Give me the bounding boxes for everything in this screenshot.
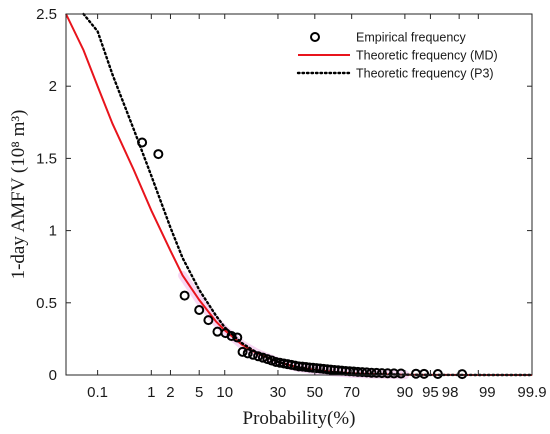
plot-area-frame — [65, 13, 533, 376]
y-tick-label: 1.5 — [36, 150, 57, 167]
y-tick-label: 2.5 — [36, 6, 57, 23]
x-axis-title: Probability(%) — [243, 408, 356, 429]
x-tick-label: 1 — [147, 384, 155, 401]
empirical-point — [253, 351, 264, 362]
empirical-point — [232, 332, 243, 343]
y-tick-label: 0 — [49, 367, 57, 384]
empirical-point — [203, 315, 214, 326]
empirical-point — [361, 367, 372, 378]
empirical-point — [257, 352, 268, 363]
empirical-point — [237, 346, 248, 357]
x-tick-label: 70 — [343, 384, 360, 401]
x-tick-label: 95 — [422, 384, 439, 401]
x-tick-label: 50 — [306, 384, 323, 401]
y-axis: 0 0.5 1 1.5 2 2.5 — [36, 6, 532, 384]
empirical-point — [432, 368, 443, 379]
legend-marker-empirical — [310, 32, 320, 42]
empirical-point — [248, 349, 259, 360]
empirical-point — [242, 348, 253, 359]
legend: Empirical frequency Theoretic frequency (… — [296, 31, 498, 81]
empirical-point — [457, 369, 468, 380]
series-layer — [65, 12, 534, 380]
empirical-point — [371, 367, 382, 378]
x-tick-label: 10 — [216, 384, 233, 401]
y-tick-label: 1 — [49, 223, 57, 240]
empirical-point — [357, 367, 368, 378]
empirical-point — [194, 305, 205, 316]
x-tick-label: 2 — [166, 384, 174, 401]
x-tick-label: 0.1 — [87, 384, 108, 401]
empirical-point — [262, 354, 273, 365]
x-axis: 0.1 1 2 5 10 30 50 70 90 95 98 99 99.9 — [87, 14, 547, 401]
x-tick-label: 98 — [442, 384, 459, 401]
x-tick-label: 99.9 — [517, 384, 546, 401]
empirical-point — [376, 368, 387, 379]
empirical-point — [226, 331, 237, 342]
x-tick-label: 30 — [270, 384, 287, 401]
empirical-point — [153, 149, 164, 160]
y-tick-label: 2 — [49, 78, 57, 95]
legend-label: Empirical frequency — [356, 31, 467, 45]
empirical-point — [382, 368, 393, 379]
empirical-point — [179, 290, 190, 301]
empirical-point — [366, 367, 377, 378]
y-tick-label: 0.5 — [36, 295, 57, 312]
x-tick-label: 99 — [479, 384, 496, 401]
empirical-point — [419, 368, 430, 379]
y-axis-title: 1-day AMFV (10⁸ m³) — [8, 110, 29, 280]
empirical-point — [137, 137, 148, 148]
x-tick-label: 5 — [195, 384, 203, 401]
x-tick-label: 90 — [397, 384, 414, 401]
legend-label: Theoretic frequency (P3) — [356, 67, 494, 81]
legend-label: Theoretic frequency (MD) — [356, 49, 498, 63]
